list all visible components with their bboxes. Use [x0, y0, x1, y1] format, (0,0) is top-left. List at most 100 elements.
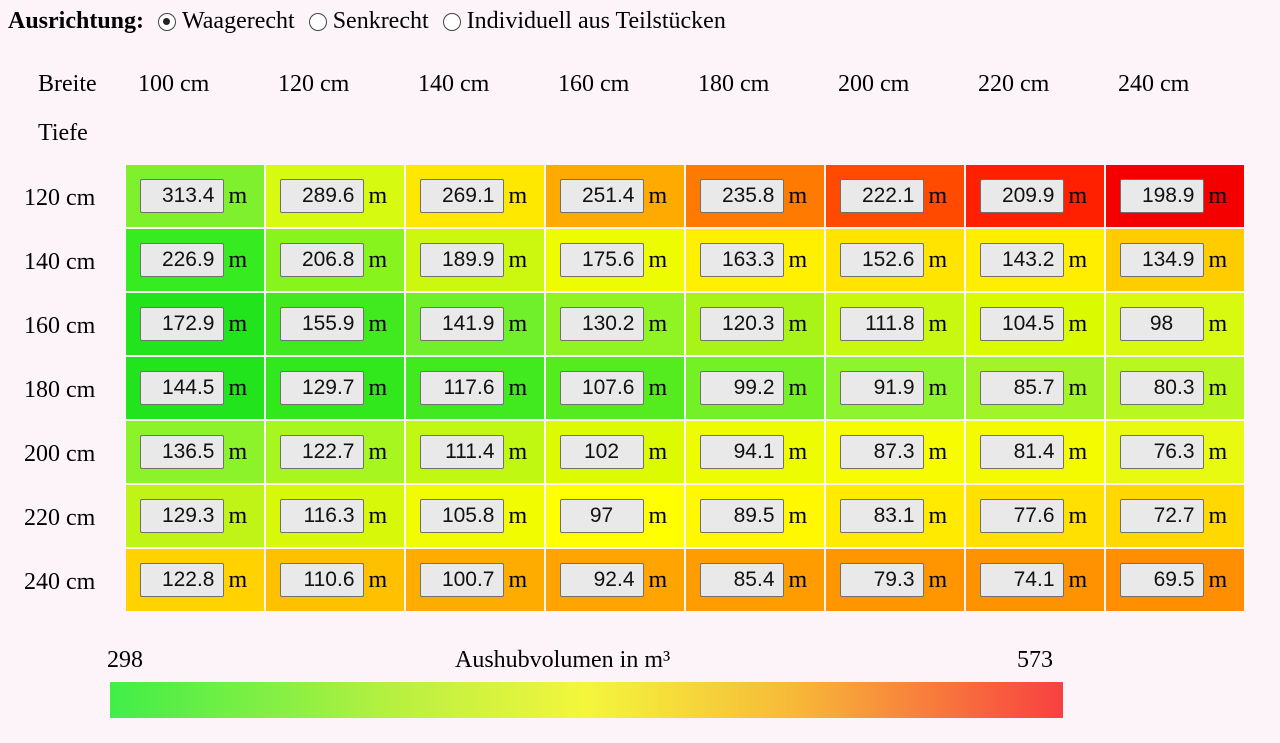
- volume-cell: 172.9 m: [126, 293, 264, 355]
- volume-value-button[interactable]: 175.6: [559, 243, 644, 277]
- volume-value-button[interactable]: 98: [1119, 307, 1204, 341]
- volume-value-button[interactable]: 116.3: [279, 499, 364, 533]
- unit-label: m: [368, 182, 388, 209]
- volume-value-button[interactable]: 79.3: [839, 563, 924, 597]
- volume-value-button[interactable]: 104.5: [979, 307, 1064, 341]
- volume-value-button[interactable]: 136.5: [139, 435, 224, 469]
- orientation-group: Ausrichtung: Waagerecht Senkrecht Indivi…: [8, 4, 736, 38]
- volume-value-button[interactable]: 289.6: [279, 179, 364, 213]
- unit-label: m: [928, 246, 948, 273]
- depth-header: 200 cm: [24, 441, 96, 467]
- volume-value-button[interactable]: 100.7: [419, 563, 504, 597]
- unit-label: m: [1068, 182, 1088, 209]
- unit-label: m: [368, 502, 388, 529]
- volume-value-button[interactable]: 143.2: [979, 243, 1064, 277]
- volume-value-button[interactable]: 80.3: [1119, 371, 1204, 405]
- volume-value-button[interactable]: 134.9: [1119, 243, 1204, 277]
- volume-value-button[interactable]: 269.1: [419, 179, 504, 213]
- volume-value-button[interactable]: 141.9: [419, 307, 504, 341]
- volume-value-button[interactable]: 129.3: [139, 499, 224, 533]
- unit-label: m: [368, 374, 388, 401]
- volume-value-button[interactable]: 122.7: [279, 435, 364, 469]
- unit-label: m: [1068, 374, 1088, 401]
- volume-cell: 98 m: [1106, 293, 1244, 355]
- volume-value-button[interactable]: 111.8: [839, 307, 924, 341]
- volume-value-button[interactable]: 91.9: [839, 371, 924, 405]
- unit-label: m: [1208, 374, 1228, 401]
- unit-label: m: [508, 310, 528, 337]
- volume-value-button[interactable]: 92.4: [559, 563, 644, 597]
- volume-value-button[interactable]: 85.4: [699, 563, 784, 597]
- width-header: 100 cm: [138, 71, 210, 97]
- volume-value-button[interactable]: 85.7: [979, 371, 1064, 405]
- unit-label: m: [228, 502, 248, 529]
- volume-value-button[interactable]: 155.9: [279, 307, 364, 341]
- volume-value-button[interactable]: 120.3: [699, 307, 784, 341]
- volume-cell: 198.9 m: [1106, 165, 1244, 227]
- volume-value-button[interactable]: 198.9: [1119, 179, 1204, 213]
- volume-value-button[interactable]: 251.4: [559, 179, 644, 213]
- volume-value-button[interactable]: 83.1: [839, 499, 924, 533]
- unit-label: m: [648, 310, 668, 337]
- radio-horizontal[interactable]: [158, 13, 177, 31]
- depth-header: 240 cm: [24, 569, 96, 595]
- volume-cell: 76.3 m: [1106, 421, 1244, 483]
- volume-value-button[interactable]: 206.8: [279, 243, 364, 277]
- volume-value-button[interactable]: 235.8: [699, 179, 784, 213]
- radio-individual-label[interactable]: Individuell aus Teilstücken: [466, 7, 726, 34]
- volume-cell: 105.8 m: [406, 485, 544, 547]
- volume-value-button[interactable]: 172.9: [139, 307, 224, 341]
- radio-horizontal-label[interactable]: Waagerecht: [182, 7, 295, 34]
- volume-value-button[interactable]: 94.1: [699, 435, 784, 469]
- volume-cell: 81.4 m: [966, 421, 1104, 483]
- volume-value-button[interactable]: 129.7: [279, 371, 364, 405]
- volume-cell: 111.8 m: [826, 293, 964, 355]
- volume-value-button[interactable]: 117.6: [419, 371, 504, 405]
- radio-vertical-label[interactable]: Senkrecht: [332, 7, 429, 34]
- volume-value-button[interactable]: 144.5: [139, 371, 224, 405]
- radio-individual[interactable]: [442, 13, 461, 31]
- volume-cell: 189.9 m: [406, 229, 544, 291]
- volume-value-button[interactable]: 313.4: [139, 179, 224, 213]
- volume-cell: 175.6 m: [546, 229, 684, 291]
- unit-label: m: [368, 246, 388, 273]
- volume-value-button[interactable]: 72.7: [1119, 499, 1204, 533]
- unit-label: m: [1208, 182, 1228, 209]
- volume-value-button[interactable]: 110.6: [279, 563, 364, 597]
- unit-label: m: [788, 182, 808, 209]
- volume-value-button[interactable]: 163.3: [699, 243, 784, 277]
- unit-label: m: [368, 566, 388, 593]
- radio-vertical[interactable]: [308, 13, 327, 31]
- volume-value-button[interactable]: 77.6: [979, 499, 1064, 533]
- volume-value-button[interactable]: 130.2: [559, 307, 644, 341]
- volume-value-button[interactable]: 89.5: [699, 499, 784, 533]
- volume-value-button[interactable]: 99.2: [699, 371, 784, 405]
- volume-value-button[interactable]: 222.1: [839, 179, 924, 213]
- volume-value-button[interactable]: 102: [559, 435, 644, 469]
- volume-value-button[interactable]: 122.8: [139, 563, 224, 597]
- volume-cell: 235.8 m: [686, 165, 824, 227]
- volume-value-button[interactable]: 152.6: [839, 243, 924, 277]
- volume-value-button[interactable]: 111.4: [419, 435, 504, 469]
- volume-value-button[interactable]: 74.1: [979, 563, 1064, 597]
- volume-value-button[interactable]: 76.3: [1119, 435, 1204, 469]
- volume-value-button[interactable]: 209.9: [979, 179, 1064, 213]
- volume-value-button[interactable]: 189.9: [419, 243, 504, 277]
- volume-value-button[interactable]: 105.8: [419, 499, 504, 533]
- volume-value-button[interactable]: 81.4: [979, 435, 1064, 469]
- volume-cell: 152.6 m: [826, 229, 964, 291]
- unit-label: m: [648, 566, 668, 593]
- unit-label: m: [1068, 566, 1088, 593]
- volume-cell: 269.1 m: [406, 165, 544, 227]
- volume-cell: 226.9 m: [126, 229, 264, 291]
- volume-value-button[interactable]: 69.5: [1119, 563, 1204, 597]
- width-header: 200 cm: [838, 71, 910, 97]
- color-scale-bar: [110, 682, 1063, 718]
- unit-label: m: [928, 310, 948, 337]
- scale-min: 298: [107, 647, 143, 673]
- volume-value-button[interactable]: 107.6: [559, 371, 644, 405]
- volume-value-button[interactable]: 226.9: [139, 243, 224, 277]
- volume-value-button[interactable]: 97: [559, 499, 644, 533]
- volume-cell: 130.2 m: [546, 293, 684, 355]
- volume-value-button[interactable]: 87.3: [839, 435, 924, 469]
